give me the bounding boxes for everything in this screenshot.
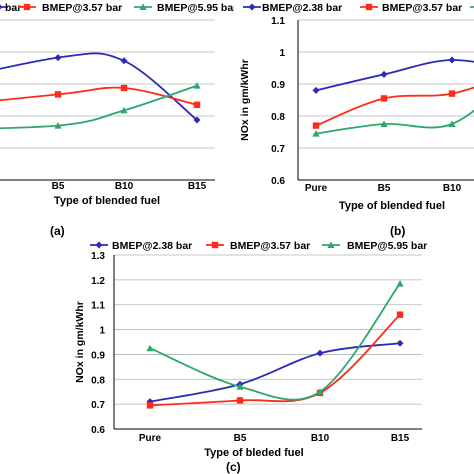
data-point xyxy=(193,82,201,89)
data-point xyxy=(316,349,324,357)
y-tick-label: 0.8 xyxy=(91,375,105,386)
y-tick-label: 0.8 xyxy=(271,112,285,123)
y-tick-label: 1.3 xyxy=(91,251,105,262)
data-point xyxy=(193,101,201,108)
legend-swatch-marker xyxy=(211,241,219,249)
data-point xyxy=(312,122,320,129)
panel-body: B5 B10 B15 Type of blended fuel bar BMEP@3.57… xyxy=(0,2,237,207)
caption-b: (b) xyxy=(390,224,405,238)
legend-label: BMEP@2.38 bar xyxy=(262,2,342,14)
chart-panel-c: (c) 0.6 0.7 0.8 0.9 1 1.1 1.2 1.3 Pure B5 B10 B15 Ty… xyxy=(74,240,427,474)
legend-swatch-marker xyxy=(365,3,373,11)
x-tick-label: B15 xyxy=(188,181,207,192)
legend-label: BMEP@5.95 bar xyxy=(157,2,237,14)
data-point xyxy=(448,120,456,127)
y-tick-label: 1.2 xyxy=(91,276,105,287)
data-point xyxy=(236,383,244,390)
legend-label: BMEP@3.57 bar xyxy=(230,240,310,252)
series-line xyxy=(149,342,401,403)
panel-body: 0.6 0.7 0.8 0.9 1 1.1 1.2 1.3 Pure B5 B10 B15 Type o… xyxy=(74,240,427,459)
legend-swatch-marker xyxy=(248,3,256,11)
data-point xyxy=(316,388,324,395)
legend-label: BMEP@5.95 bar xyxy=(347,240,427,252)
data-point xyxy=(448,90,456,97)
legend-label: BMEP@3.57 bar xyxy=(42,2,122,14)
caption-c: (c) xyxy=(226,460,241,474)
legend-label: BMEP@3.57 bar xyxy=(382,2,462,14)
x-tick-label: B10 xyxy=(311,433,330,444)
series-line xyxy=(315,59,474,92)
x-tick-label: B15 xyxy=(391,433,410,444)
y-tick-label: 1 xyxy=(279,48,285,59)
y-tick-label: 0.6 xyxy=(91,425,105,436)
series-line xyxy=(0,52,198,121)
data-point xyxy=(396,311,404,318)
data-point xyxy=(193,116,201,124)
series-line xyxy=(149,283,401,401)
data-point xyxy=(236,397,244,404)
y-tick-label: 1 xyxy=(99,326,105,337)
data-point xyxy=(312,86,320,94)
data-point xyxy=(54,91,62,98)
series-line xyxy=(0,84,198,130)
y-tick-label: 0.7 xyxy=(271,144,285,155)
chart-panel-b: (b) 0.6 0.7 0.8 0.9 1 1.1 Pure B5 B10 Type of ble… xyxy=(239,2,474,238)
x-tick-label: Pure xyxy=(305,183,328,194)
data-point xyxy=(448,56,456,64)
data-point xyxy=(120,57,128,65)
y-axis-label: NOx in gm/kWhr xyxy=(239,59,251,141)
x-tick-label: Pure xyxy=(139,433,162,444)
x-axis-label: Type of blended fuel xyxy=(339,200,445,212)
y-tick-label: 1.1 xyxy=(91,301,105,312)
data-point xyxy=(396,339,404,347)
series-line xyxy=(0,86,198,106)
data-point xyxy=(146,344,154,352)
panel-body: 0.6 0.7 0.8 0.9 1 1.1 Pure B5 B10 Type of blended… xyxy=(239,2,474,212)
legend-swatch-marker xyxy=(23,3,31,11)
x-axis-label: Type of bleded fuel xyxy=(204,447,303,459)
data-point xyxy=(120,84,128,92)
caption-a: (a) xyxy=(50,224,65,238)
legend-label: BMEP@2.38 bar xyxy=(112,240,192,252)
legend-swatch-marker xyxy=(139,3,147,10)
legend-swatch-marker xyxy=(95,241,103,249)
y-tick-label: 0.9 xyxy=(271,80,285,91)
data-point xyxy=(380,120,388,127)
x-tick-label: B5 xyxy=(378,183,391,194)
y-tick-label: 1.1 xyxy=(271,16,285,27)
data-point xyxy=(54,122,62,129)
chart-panel-a: (a) B5 B10 B15 Type of blended fuel bar BMEP@… xyxy=(0,2,237,238)
legend-swatch-marker xyxy=(327,241,335,248)
series-line xyxy=(315,86,474,127)
y-tick-label: 0.7 xyxy=(91,400,105,411)
x-tick-label: B5 xyxy=(52,181,65,192)
y-tick-label: 0.9 xyxy=(91,350,105,361)
data-point xyxy=(380,95,388,102)
x-tick-label: B5 xyxy=(234,433,247,444)
data-point xyxy=(312,130,320,137)
x-tick-label: B10 xyxy=(115,181,134,192)
data-point xyxy=(120,106,128,114)
series-line xyxy=(315,109,474,135)
x-tick-label: B10 xyxy=(443,183,462,194)
legend-label: bar xyxy=(5,2,21,14)
y-axis-label: NOx in gm/kWhr xyxy=(74,301,86,383)
data-point xyxy=(54,54,62,62)
series-line xyxy=(149,314,401,407)
data-point xyxy=(396,279,404,287)
x-axis-label: Type of blended fuel xyxy=(54,195,160,207)
legend-swatch-marker xyxy=(0,4,3,10)
y-tick-label: 0.6 xyxy=(271,176,285,187)
data-point xyxy=(380,70,388,78)
data-point xyxy=(146,402,154,409)
